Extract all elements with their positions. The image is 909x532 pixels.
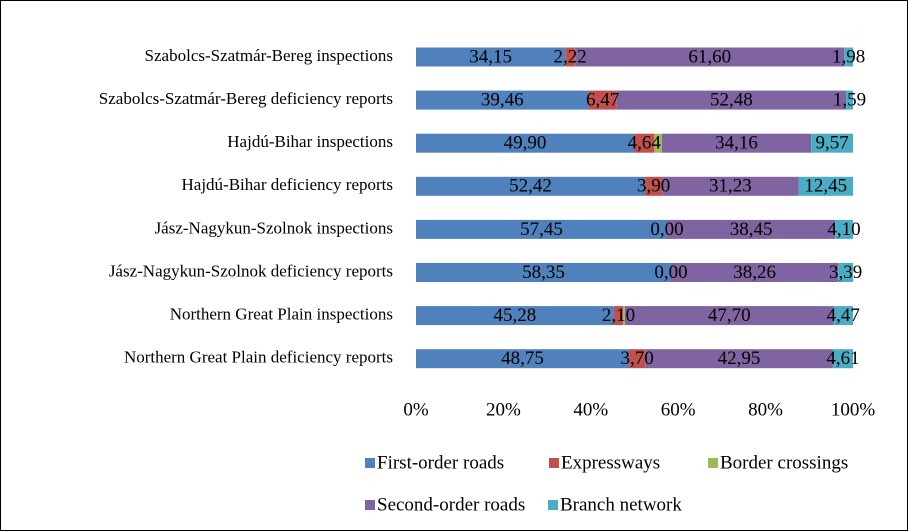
legend-label: Expressways bbox=[561, 452, 660, 473]
bar-segment bbox=[645, 176, 663, 196]
bar-segment bbox=[565, 47, 575, 67]
bar-segment bbox=[844, 47, 853, 67]
bar-segment bbox=[416, 133, 635, 153]
bar-segment bbox=[846, 90, 853, 110]
bar-segment bbox=[416, 349, 630, 369]
bar-segment bbox=[654, 133, 662, 153]
bar-segment bbox=[835, 219, 853, 239]
data-label: 1,59 bbox=[833, 89, 866, 110]
data-label: 0,00 bbox=[650, 219, 683, 240]
legend-label: Branch network bbox=[560, 494, 682, 515]
bar-segment bbox=[613, 306, 624, 326]
category-label: Hajdú-Bihar inspections bbox=[227, 132, 393, 151]
data-label: 12,45 bbox=[804, 176, 847, 197]
bar-segment bbox=[416, 176, 646, 196]
bar-segment bbox=[575, 47, 845, 67]
category-label: Szabolcs-Szatmár-Bereg inspections bbox=[145, 46, 393, 65]
data-label: 52,48 bbox=[710, 89, 753, 110]
bar-segment bbox=[588, 90, 617, 110]
category-label: Szabolcs-Szatmár-Bereg deficiency report… bbox=[99, 89, 393, 108]
bar-segment bbox=[625, 306, 834, 326]
data-label: 3,70 bbox=[620, 348, 653, 369]
bar-segment bbox=[616, 90, 847, 110]
x-tick-label: 40% bbox=[573, 399, 608, 420]
data-label: 1,98 bbox=[832, 46, 865, 67]
data-label: 42,95 bbox=[718, 348, 761, 369]
legend-swatch bbox=[365, 500, 375, 510]
legend-swatch bbox=[549, 458, 559, 468]
data-label: 4,64 bbox=[628, 133, 662, 154]
data-label: 61,60 bbox=[688, 46, 731, 67]
data-label: 38,26 bbox=[733, 262, 776, 283]
x-tick-label: 80% bbox=[748, 399, 783, 420]
data-label: 2,22 bbox=[553, 46, 586, 67]
legend-label: Second-order roads bbox=[377, 494, 525, 515]
category-label: Northern Great Plain inspections bbox=[170, 305, 393, 324]
data-label: 4,47 bbox=[827, 305, 860, 326]
bar-segment bbox=[661, 133, 812, 153]
bar-segment bbox=[667, 219, 836, 239]
data-label: 45,28 bbox=[494, 305, 537, 326]
data-label: 49,90 bbox=[504, 133, 547, 154]
bar-segment bbox=[645, 349, 833, 369]
bar-segment bbox=[798, 176, 853, 196]
data-label: 57,45 bbox=[520, 219, 563, 240]
data-label: 3,39 bbox=[829, 262, 862, 283]
bar-segment bbox=[416, 47, 566, 67]
category-label: Hajdú-Bihar deficiency reports bbox=[182, 175, 393, 194]
category-label: Jász-Nagykun-Szolnok deficiency reports bbox=[109, 261, 393, 280]
data-label: 2,10 bbox=[602, 305, 635, 326]
bar-segment bbox=[670, 263, 839, 282]
data-label: 34,16 bbox=[715, 133, 758, 154]
x-tick-label: 20% bbox=[486, 399, 521, 420]
data-label: 47,70 bbox=[708, 305, 751, 326]
data-label: 39,46 bbox=[481, 89, 524, 110]
x-tick-label: 0% bbox=[403, 399, 429, 420]
x-tick-label: 100% bbox=[831, 399, 876, 420]
bar-segment bbox=[416, 90, 589, 110]
data-label: 58,35 bbox=[522, 262, 565, 283]
legend-label: Border crossings bbox=[720, 452, 848, 473]
legend-swatch bbox=[548, 500, 558, 510]
legend-swatch bbox=[365, 458, 375, 468]
data-label: 31,23 bbox=[709, 176, 752, 197]
data-label: 52,42 bbox=[509, 176, 552, 197]
bar-segment bbox=[416, 219, 668, 239]
data-label: 4,10 bbox=[827, 219, 860, 240]
bar-segment bbox=[832, 349, 854, 369]
data-label: 0,00 bbox=[654, 262, 687, 283]
bar-segment bbox=[634, 133, 655, 153]
data-label: 38,45 bbox=[730, 219, 773, 240]
bar-segment bbox=[623, 306, 626, 326]
data-label: 34,15 bbox=[469, 46, 512, 67]
legend-label: First-order roads bbox=[377, 452, 504, 473]
x-tick-label: 60% bbox=[661, 399, 696, 420]
bar-segment bbox=[838, 263, 853, 282]
data-label: 3,90 bbox=[637, 176, 670, 197]
bar-segment bbox=[833, 306, 853, 326]
bar-segment bbox=[416, 306, 614, 326]
data-label: 9,57 bbox=[815, 133, 848, 154]
data-label: 4,61 bbox=[826, 348, 859, 369]
bar-segment bbox=[416, 263, 671, 282]
bar-segment bbox=[629, 349, 646, 369]
legend-swatch bbox=[708, 458, 718, 468]
data-label: 6,47 bbox=[586, 89, 619, 110]
data-label: 48,75 bbox=[501, 348, 544, 369]
bar-segment bbox=[662, 176, 799, 196]
bar-segment bbox=[811, 133, 853, 153]
category-label: Jász-Nagykun-Szolnok inspections bbox=[155, 218, 393, 237]
category-label: Northern Great Plain deficiency reports bbox=[124, 348, 393, 367]
